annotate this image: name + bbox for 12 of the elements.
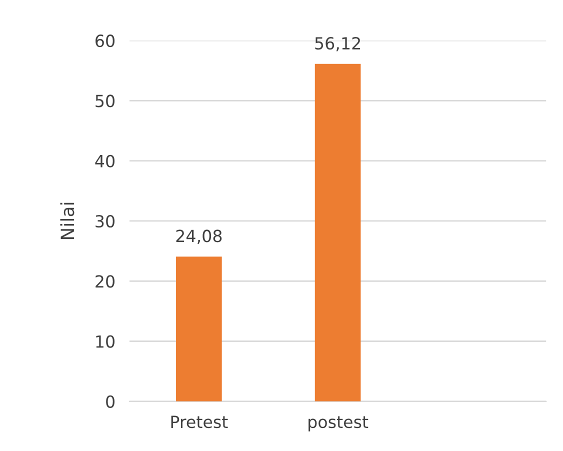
y-tick-label: 60 (96, 34, 114, 48)
y-tick-label: 50 (96, 94, 114, 108)
x-tick-label: Pretest (171, 416, 228, 428)
y-tick-label: 20 (96, 275, 114, 288)
y-tick-label: 30 (96, 214, 114, 228)
data-label: 56,12 (315, 36, 360, 52)
y-tick-label: 10 (96, 335, 114, 348)
y-axis-title: Nilai (60, 202, 74, 240)
y-tick-label: 40 (95, 154, 114, 168)
x-tick-label: postest (308, 416, 368, 432)
data-label: 24,08 (176, 230, 222, 244)
y-tick-label: 0 (106, 395, 114, 408)
